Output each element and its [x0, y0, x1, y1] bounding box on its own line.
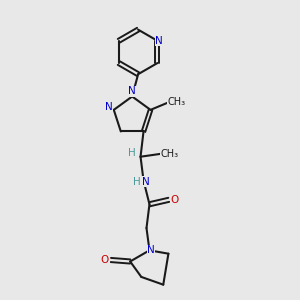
Text: H: H: [128, 148, 136, 158]
Text: H: H: [133, 177, 141, 187]
Text: CH₃: CH₃: [168, 98, 186, 107]
Text: CH₃: CH₃: [160, 149, 179, 159]
Text: N: N: [147, 245, 155, 255]
Text: N: N: [142, 177, 150, 187]
Text: N: N: [128, 86, 136, 96]
Text: N: N: [155, 36, 163, 46]
Text: O: O: [171, 195, 179, 205]
Text: N: N: [105, 103, 112, 112]
Text: O: O: [101, 255, 109, 265]
